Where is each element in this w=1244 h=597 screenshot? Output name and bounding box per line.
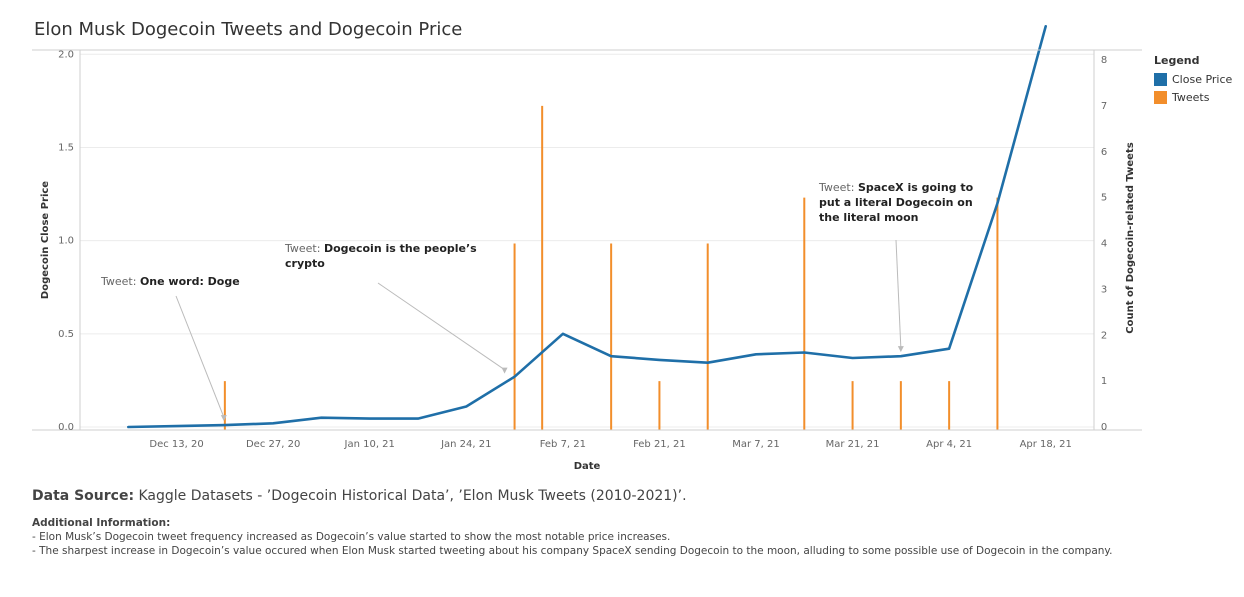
x-tick-label: Apr 18, 21: [1020, 439, 1072, 450]
y-left-tick-label: 1.5: [58, 142, 74, 153]
tweet-bar: [996, 197, 999, 430]
annotation-text: Tweet: One word: Doge: [100, 275, 240, 288]
annotation-text: the literal moon: [819, 211, 919, 224]
tweet-bar: [610, 243, 613, 430]
y-right-tick-label: 1: [1101, 376, 1107, 387]
y-left-tick-label: 2.0: [58, 49, 74, 60]
tweet-bar: [948, 381, 951, 430]
annotation-tweet-text: crypto: [285, 257, 325, 270]
annotation-label: Tweet:: [284, 242, 324, 255]
y-left-tick-label: 1.0: [58, 236, 74, 247]
legend-label: Close Price: [1172, 72, 1233, 86]
x-tick-label: Dec 27, 20: [246, 439, 300, 450]
tweet-bar: [513, 243, 516, 430]
axes: [32, 49, 1142, 431]
annotation-leader: [377, 282, 505, 371]
annotation-arrowhead: [897, 346, 904, 353]
additional-info: Additional Information: - Elon Musk’s Do…: [32, 516, 1232, 558]
footer: Data Source: Kaggle Datasets - ’Dogecoin…: [32, 488, 1232, 558]
x-tick-label: Mar 7, 21: [732, 439, 780, 450]
annotation-tweet-text: the literal moon: [819, 211, 919, 224]
x-tick-label: Feb 7, 21: [540, 439, 586, 450]
legend-item-tweets: Tweets: [1154, 88, 1232, 106]
annotation-tweet-text: put a literal Dogecoin on: [819, 196, 973, 209]
tweet-bar: [658, 381, 661, 430]
price-line: [127, 25, 1047, 429]
annotation-tweet-text: SpaceX is going to: [858, 181, 974, 194]
annotation-text: put a literal Dogecoin on: [819, 196, 973, 209]
additional-info-line: - Elon Musk’s Dogecoin tweet frequency i…: [32, 531, 671, 543]
tweet-bar: [223, 381, 226, 430]
tweet-bars: [223, 105, 999, 430]
tick-labels: 0.0 0.5 1.0 1.5 2.0 0 1 2 3 4 5 6 7 8 Dec 13, 20 Dec 27…: [58, 49, 1107, 450]
source-label: Data Source:: [32, 488, 135, 504]
tweet-bar: [706, 243, 709, 430]
x-tick-label: Mar 21, 21: [826, 439, 880, 450]
tweet-bar: [899, 381, 902, 430]
annotation-arrowhead: [501, 367, 508, 374]
annotation-leader: [895, 239, 902, 349]
annotation-arrowhead: [220, 415, 227, 422]
annotation-label: Tweet:: [100, 275, 140, 288]
chart-title: Elon Musk Dogecoin Tweets and Dogecoin P…: [34, 19, 463, 40]
y-right-tick-label: 0: [1101, 422, 1107, 433]
y-left-tick-label: 0.0: [58, 422, 74, 433]
annotation-tweet-text: Dogecoin is the people’s: [324, 242, 477, 255]
y-right-tick-label: 6: [1101, 147, 1107, 158]
y-right-tick-label: 4: [1101, 239, 1107, 250]
x-tick-label: Dec 13, 20: [149, 439, 203, 450]
annotation-text: Tweet: SpaceX is going to: [818, 181, 974, 194]
legend-swatch: [1154, 72, 1167, 86]
legend-label: Tweets: [1172, 90, 1210, 104]
x-tick-label: Jan 24, 21: [440, 439, 491, 450]
y-right-tick-label: 8: [1101, 55, 1107, 66]
y-right-tick-label: 5: [1101, 193, 1107, 204]
x-tick-label: Apr 4, 21: [926, 439, 972, 450]
additional-info-title: Additional Information:: [32, 517, 171, 529]
tweet-bar: [851, 381, 854, 430]
legend-title: Legend: [1154, 54, 1200, 67]
tweet-bar: [803, 197, 806, 430]
x-tick-label: Jan 10, 21: [344, 439, 395, 450]
annotation-label: Tweet:: [818, 181, 858, 194]
legend: Legend Close Price Tweets: [1154, 54, 1232, 106]
y-axis-right-title: Count of Dogecoin-related Tweets: [1125, 142, 1136, 333]
annotation-leader: [175, 295, 225, 418]
annotation-text: Tweet: Dogecoin is the people’s: [284, 242, 477, 255]
y-right-tick-label: 2: [1101, 330, 1107, 341]
legend-swatch: [1154, 90, 1167, 104]
gridlines: [80, 53, 1094, 428]
y-right-tick-label: 3: [1101, 284, 1107, 295]
x-axis-title: Date: [574, 461, 601, 472]
y-axis-left-title: Dogecoin Close Price: [40, 181, 51, 299]
x-tick-label: Feb 21, 21: [633, 439, 686, 450]
legend-item-close-price: Close Price: [1154, 70, 1232, 88]
tweet-bar: [541, 105, 544, 430]
close-price-line: [127, 25, 1047, 429]
y-left-tick-label: 0.5: [58, 329, 74, 340]
annotation-text: crypto: [285, 257, 325, 270]
additional-info-line: - The sharpest increase in Dogecoin’s va…: [32, 545, 1113, 557]
y-right-tick-label: 7: [1101, 101, 1107, 112]
data-source: Data Source: Kaggle Datasets - ’Dogecoin…: [32, 488, 1232, 504]
source-text: Kaggle Datasets - ’Dogecoin Historical D…: [134, 488, 687, 504]
annotation-tweet-text: One word: Doge: [140, 275, 240, 288]
